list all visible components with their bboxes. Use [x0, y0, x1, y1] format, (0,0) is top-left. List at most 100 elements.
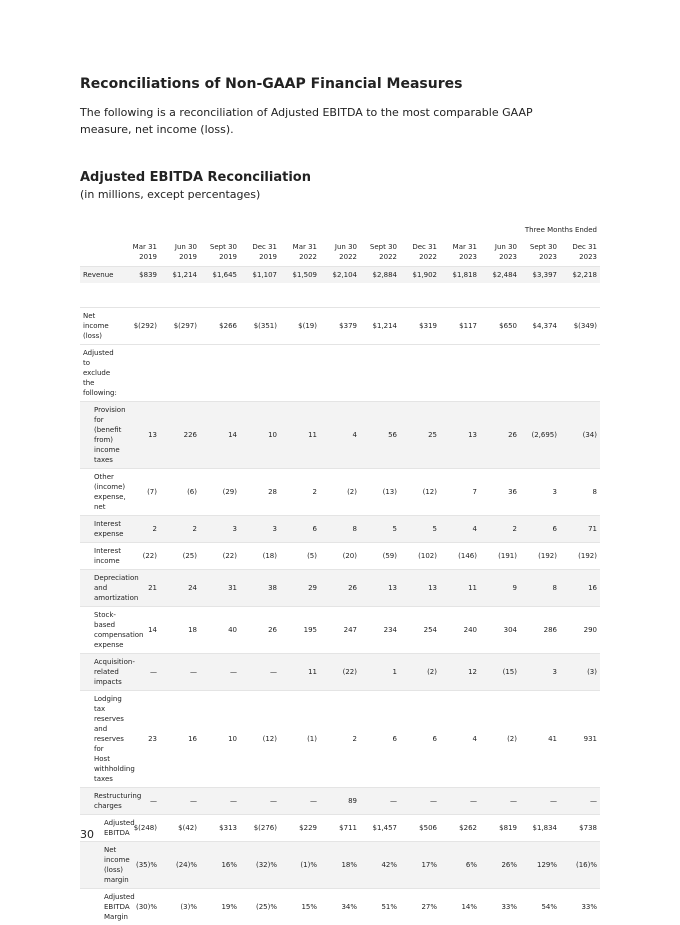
- cell: (2): [320, 469, 360, 516]
- column-period: Jun 30: [483, 242, 517, 252]
- cell: 11: [280, 654, 320, 691]
- row-label: Provision for (benefit from) income taxe…: [80, 402, 120, 469]
- cell: —: [160, 654, 200, 691]
- cell: 13: [440, 402, 480, 469]
- cell: (102): [400, 543, 440, 570]
- cell: $506: [400, 815, 440, 842]
- cell: 26: [480, 402, 520, 469]
- cell: $1,834: [520, 815, 560, 842]
- cell: 3: [240, 516, 280, 543]
- cell: (59): [360, 543, 400, 570]
- column-period: Dec 31: [403, 242, 437, 252]
- cell: $2,484: [480, 267, 520, 284]
- title: Reconciliations of Non-GAAP Financial Me…: [80, 76, 462, 92]
- column-year: 2023: [563, 252, 597, 262]
- cell: 16: [560, 570, 600, 607]
- cell: 5: [360, 516, 400, 543]
- cell: 931: [560, 691, 600, 788]
- cell: 6%: [440, 842, 480, 889]
- cell: (32)%: [240, 842, 280, 889]
- spacer: [80, 283, 600, 308]
- cell: 2: [160, 516, 200, 543]
- empty-cell: [200, 345, 240, 402]
- cell: (13): [360, 469, 400, 516]
- column-year: 2019: [123, 252, 157, 262]
- column-year: 2019: [203, 252, 237, 262]
- cell: $1,214: [360, 308, 400, 345]
- column-year: 2023: [443, 252, 477, 262]
- cell: —: [480, 788, 520, 815]
- cell: 34%: [320, 889, 360, 925]
- cell: 3: [520, 654, 560, 691]
- column-year: 2022: [403, 252, 437, 262]
- table-row: Lodging tax reserves and reserves for Ho…: [80, 691, 600, 788]
- cell: —: [440, 788, 480, 815]
- cell: 18: [160, 607, 200, 654]
- column-period: Mar 31: [123, 242, 157, 252]
- cell: 5: [400, 516, 440, 543]
- cell: 3: [520, 469, 560, 516]
- cell: 247: [320, 607, 360, 654]
- cell: 13: [360, 570, 400, 607]
- cell: 234: [360, 607, 400, 654]
- row-label: Interest income: [80, 543, 120, 570]
- cell: $(19): [280, 308, 320, 345]
- cell: 18%: [320, 842, 360, 889]
- empty-cell: [480, 345, 520, 402]
- row-label: Stock-based compensation expense: [80, 607, 120, 654]
- group-header: Three Months Ended: [80, 222, 600, 239]
- empty-cell: [440, 345, 480, 402]
- cell: (18): [240, 543, 280, 570]
- table-row: Interest income(22)(25)(22)(18)(5)(20)(5…: [80, 543, 600, 570]
- cell: 2: [320, 691, 360, 788]
- section-title: Adjusted EBITDA Reconciliation: [80, 170, 311, 185]
- cell: —: [200, 654, 240, 691]
- cell: 15%: [280, 889, 320, 925]
- column-year: 2023: [483, 252, 517, 262]
- column-period: Mar 31: [283, 242, 317, 252]
- row-label: Restructuring charges: [80, 788, 120, 815]
- cell: $1,214: [160, 267, 200, 284]
- cell: $262: [440, 815, 480, 842]
- cell: 42%: [360, 842, 400, 889]
- table-row: Net income (loss)$(292)$(297)$266$(351)$…: [80, 308, 600, 345]
- cell: 240: [440, 607, 480, 654]
- cell: 286: [520, 607, 560, 654]
- cell: $(276): [240, 815, 280, 842]
- cell: —: [240, 788, 280, 815]
- cell: $(349): [560, 308, 600, 345]
- row-label: Adjusted to exclude the following:: [80, 345, 120, 402]
- cell: 8: [520, 570, 560, 607]
- cell: 4: [320, 402, 360, 469]
- table-row: Adjusted to exclude the following:: [80, 345, 600, 402]
- row-label: Acquisition-related impacts: [80, 654, 120, 691]
- cell: 14: [200, 402, 240, 469]
- column-period: Sept 30: [523, 242, 557, 252]
- cell: $738: [560, 815, 600, 842]
- cell: (191): [480, 543, 520, 570]
- cell: 2: [120, 516, 160, 543]
- row-label: Other (income) expense, net: [80, 469, 120, 516]
- cell: (192): [560, 543, 600, 570]
- cell: 56: [360, 402, 400, 469]
- cell: 2: [480, 516, 520, 543]
- cell: 36: [480, 469, 520, 516]
- cell: 6: [520, 516, 560, 543]
- row-label: Net income (loss): [80, 308, 120, 345]
- spacer-cell: [80, 283, 120, 308]
- table-row: Restructuring charges—————89——————: [80, 788, 600, 815]
- cell: $(292): [120, 308, 160, 345]
- empty-cell: [320, 345, 360, 402]
- cell: 226: [160, 402, 200, 469]
